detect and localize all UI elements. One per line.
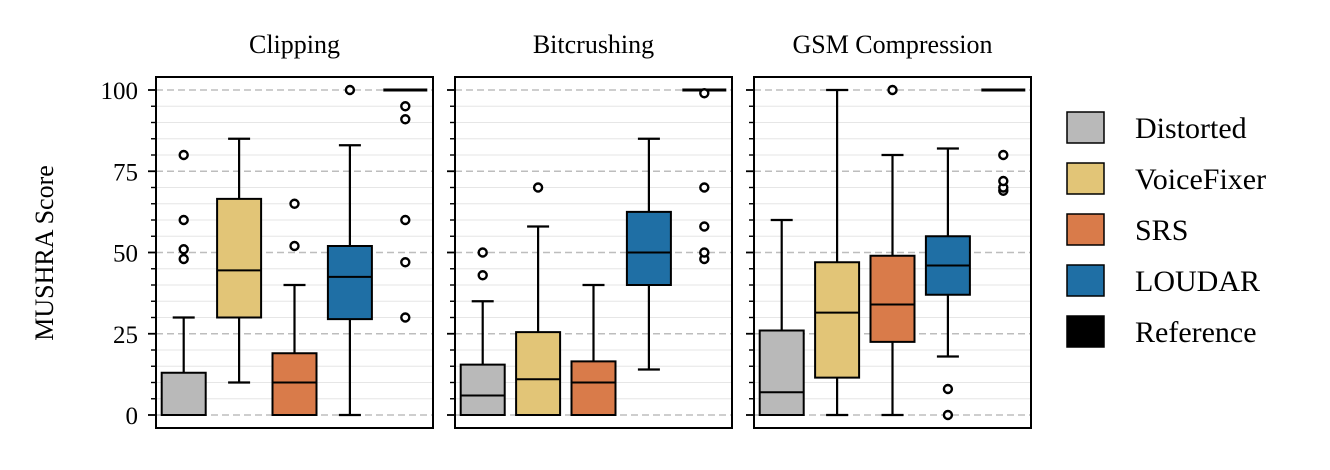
legend-label: Distorted	[1135, 112, 1247, 145]
y-tick-label: 100	[101, 78, 139, 105]
legend-swatch	[1066, 264, 1105, 297]
box-reference	[682, 88, 727, 265]
outlier-point	[998, 175, 1009, 187]
outlier-point	[699, 221, 710, 232]
outlier-point	[887, 84, 898, 96]
legend-item-reference: Reference	[1066, 315, 1257, 349]
outlier-point	[178, 244, 189, 255]
legend-label: VoiceFixer	[1135, 163, 1266, 196]
legend-label: Reference	[1135, 316, 1257, 349]
legend-item-voicefixer: VoiceFixer	[1066, 162, 1266, 196]
panel-title: GSM Compression	[792, 30, 992, 59]
outlier-point	[178, 149, 189, 161]
box-distorted	[160, 149, 207, 416]
legend-layer: Distorted VoiceFixer SRS LOUDAR Reference	[1066, 111, 1266, 349]
outlier-point	[477, 247, 488, 258]
legend-swatch	[1066, 213, 1105, 246]
y-axis-label: MUSHRA Score	[30, 165, 59, 341]
box-loudar	[924, 147, 971, 421]
box-body	[515, 331, 562, 416]
box-body	[814, 261, 861, 379]
y-tick-label: 0	[126, 403, 139, 430]
outlier-point	[532, 182, 544, 193]
y-tick-label: 75	[113, 159, 138, 186]
box-layer	[160, 84, 1026, 421]
y-tick-label: 25	[113, 322, 138, 349]
box-reference	[383, 88, 428, 323]
outlier-point	[400, 101, 411, 112]
outlier-point	[400, 214, 411, 226]
box-loudar	[625, 137, 672, 371]
outlier-point	[699, 88, 710, 99]
y-tick-label: 50	[113, 241, 138, 268]
box-voicefixer	[814, 88, 861, 417]
legend-item-distorted: Distorted	[1066, 111, 1247, 145]
box-srs	[869, 84, 916, 417]
outlier-point	[344, 84, 356, 96]
box-body	[869, 254, 916, 343]
legend-label: LOUDAR	[1135, 265, 1260, 298]
outlier-point	[942, 409, 954, 421]
box-srs	[570, 283, 617, 416]
box-loudar	[326, 84, 373, 417]
legend-swatch	[1066, 111, 1105, 144]
box-body	[160, 371, 207, 416]
outlier-point	[699, 247, 710, 258]
frame-layer	[148, 76, 1032, 429]
box-body	[459, 363, 506, 416]
legend-item-loudar: LOUDAR	[1066, 264, 1260, 298]
box-body	[216, 197, 263, 319]
outlier-point	[178, 214, 189, 226]
legend-swatch	[1066, 162, 1105, 195]
box-body	[271, 352, 318, 416]
box-srs	[271, 198, 318, 416]
outlier-point	[400, 312, 411, 323]
legend-item-srs: SRS	[1066, 213, 1188, 247]
box-body	[326, 245, 373, 321]
legend-label: SRS	[1135, 214, 1188, 247]
outlier-point	[998, 149, 1009, 161]
box-voicefixer	[216, 137, 263, 384]
outlier-point	[699, 182, 710, 193]
panel-title: Bitcrushing	[533, 30, 654, 59]
panel-title: Clipping	[249, 30, 340, 59]
box-voicefixer	[515, 182, 562, 416]
text-layer: Clipping Bitcrushing GSM Compression 0 25 50 7…	[30, 30, 993, 430]
outlier-point	[178, 253, 189, 265]
box-distorted	[758, 218, 805, 416]
box-body	[570, 360, 617, 416]
outlier-point	[477, 270, 488, 281]
outlier-point	[942, 383, 954, 395]
box-distorted	[459, 247, 506, 416]
box-body	[758, 329, 805, 416]
outlier-point	[400, 257, 411, 268]
outlier-point	[400, 114, 411, 125]
box-reference	[981, 88, 1026, 196]
outlier-point	[289, 240, 300, 252]
legend-swatch	[1066, 315, 1105, 348]
box-body	[625, 210, 672, 286]
outlier-point	[289, 198, 300, 209]
